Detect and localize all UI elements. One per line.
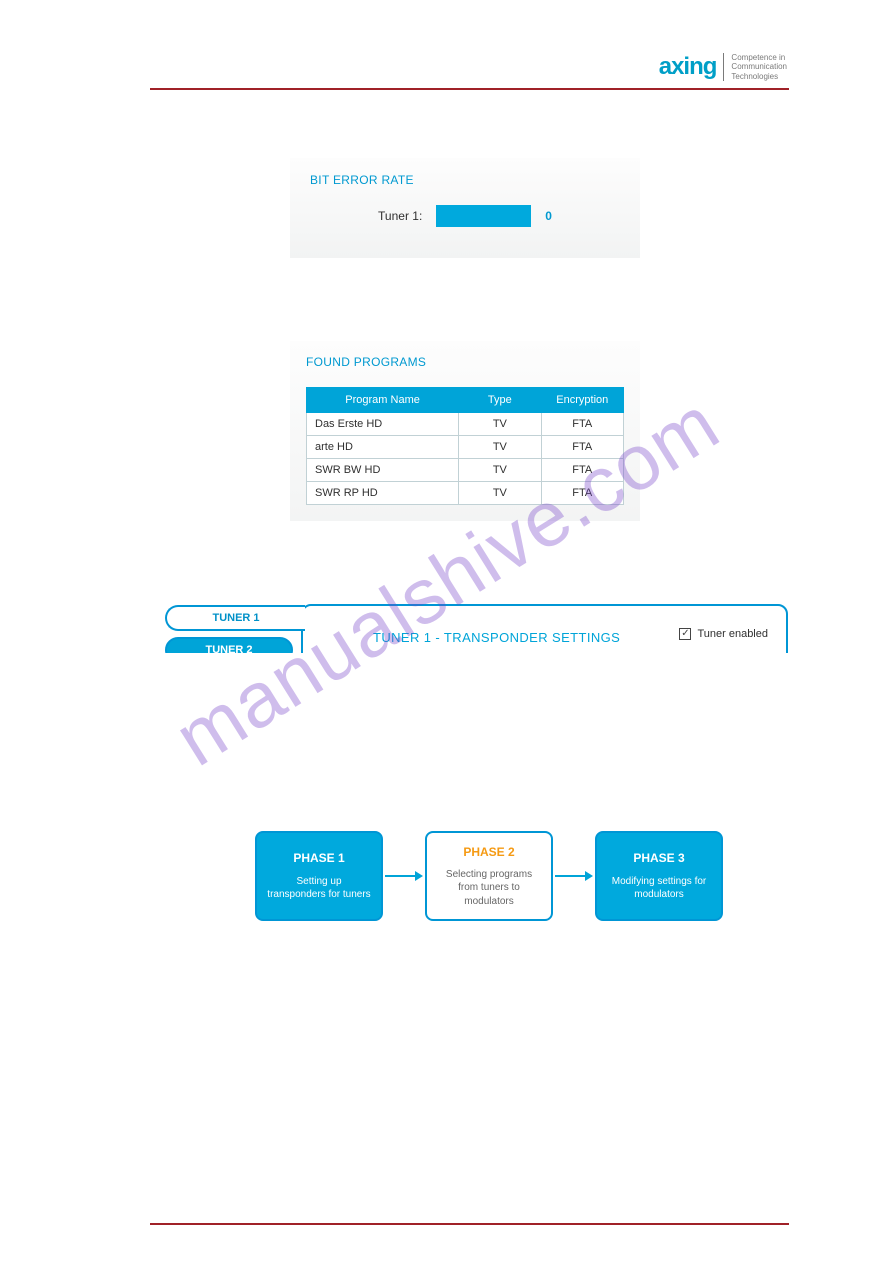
program-encryption: FTA [541, 413, 623, 436]
phase-title: PHASE 3 [633, 850, 684, 866]
phase-flowchart: PHASE 1 Setting up transponders for tune… [255, 831, 785, 921]
tab-tuner-2[interactable]: TUNER 2 [165, 637, 293, 653]
phase-1-box[interactable]: PHASE 1 Setting up transponders for tune… [255, 831, 383, 921]
tuner-body: TUNER 1 - TRANSPONDER SETTINGS ✓ Tuner e… [301, 604, 788, 653]
found-programs-panel: FOUND PROGRAMS Program Name Type Encrypt… [290, 341, 640, 521]
panel-title: BIT ERROR RATE [310, 173, 620, 187]
table-row: Das Erste HD TV FTA [307, 413, 624, 436]
phase-2-box[interactable]: PHASE 2 Selecting programs from tuners t… [425, 831, 553, 921]
tuner-settings-panel: TUNER 1 - TRANSPONDER SETTINGS ✓ Tuner e… [158, 604, 788, 653]
found-programs-table: Program Name Type Encryption Das Erste H… [306, 387, 624, 505]
tab-label: TUNER 1 [212, 612, 259, 624]
tuner-body-title: TUNER 1 - TRANSPONDER SETTINGS [373, 630, 620, 645]
program-type: TV [459, 413, 541, 436]
program-encryption: FTA [541, 482, 623, 505]
checkbox-icon[interactable]: ✓ [679, 628, 691, 640]
brand-logo: axing Competence in Communication Techno… [659, 53, 787, 81]
panel-title: FOUND PROGRAMS [306, 355, 624, 369]
table-row: SWR BW HD TV FTA [307, 459, 624, 482]
tagline-line: Technologies [731, 72, 787, 81]
ber-tuner-label: Tuner 1: [378, 209, 422, 223]
col-header-encryption: Encryption [541, 388, 623, 413]
page-content: axing Competence in Communication Techno… [150, 53, 789, 1223]
table-row: arte HD TV FTA [307, 436, 624, 459]
program-type: TV [459, 436, 541, 459]
program-name: Das Erste HD [307, 413, 459, 436]
bit-error-rate-panel: BIT ERROR RATE Tuner 1: 0 [290, 158, 640, 258]
phase-desc: Setting up transponders for tuners [267, 875, 371, 902]
program-type: TV [459, 482, 541, 505]
program-encryption: FTA [541, 459, 623, 482]
tagline-line: Communication [731, 62, 787, 71]
brand-wordmark: axing [659, 53, 717, 81]
table-row: SWR RP HD TV FTA [307, 482, 624, 505]
phase-desc: Selecting programs from tuners to modula… [437, 868, 541, 909]
arrow-icon [555, 875, 593, 877]
brand-tagline: Competence in Communication Technologies [723, 53, 787, 81]
program-name: arte HD [307, 436, 459, 459]
tab-tuner-1[interactable]: TUNER 1 [165, 605, 305, 631]
bottom-rule [150, 1223, 789, 1225]
program-type: TV [459, 459, 541, 482]
table-header-row: Program Name Type Encryption [307, 388, 624, 413]
phase-title: PHASE 1 [293, 850, 344, 866]
ber-row: Tuner 1: 0 [310, 205, 620, 227]
program-name: SWR BW HD [307, 459, 459, 482]
col-header-name: Program Name [307, 388, 459, 413]
ber-bar [436, 205, 531, 227]
tab-label: TUNER 2 [205, 644, 252, 653]
top-rule [150, 88, 789, 90]
tagline-line: Competence in [731, 53, 787, 62]
tuner-enable-label: Tuner enabled [697, 628, 768, 640]
program-name: SWR RP HD [307, 482, 459, 505]
ber-value: 0 [545, 209, 552, 223]
tuner-enable-control[interactable]: ✓ Tuner enabled [679, 628, 768, 640]
phase-3-box[interactable]: PHASE 3 Modifying settings for modulator… [595, 831, 723, 921]
phase-title: PHASE 2 [463, 844, 514, 860]
program-encryption: FTA [541, 436, 623, 459]
phase-desc: Modifying settings for modulators [607, 875, 711, 902]
arrow-icon [385, 875, 423, 877]
col-header-type: Type [459, 388, 541, 413]
